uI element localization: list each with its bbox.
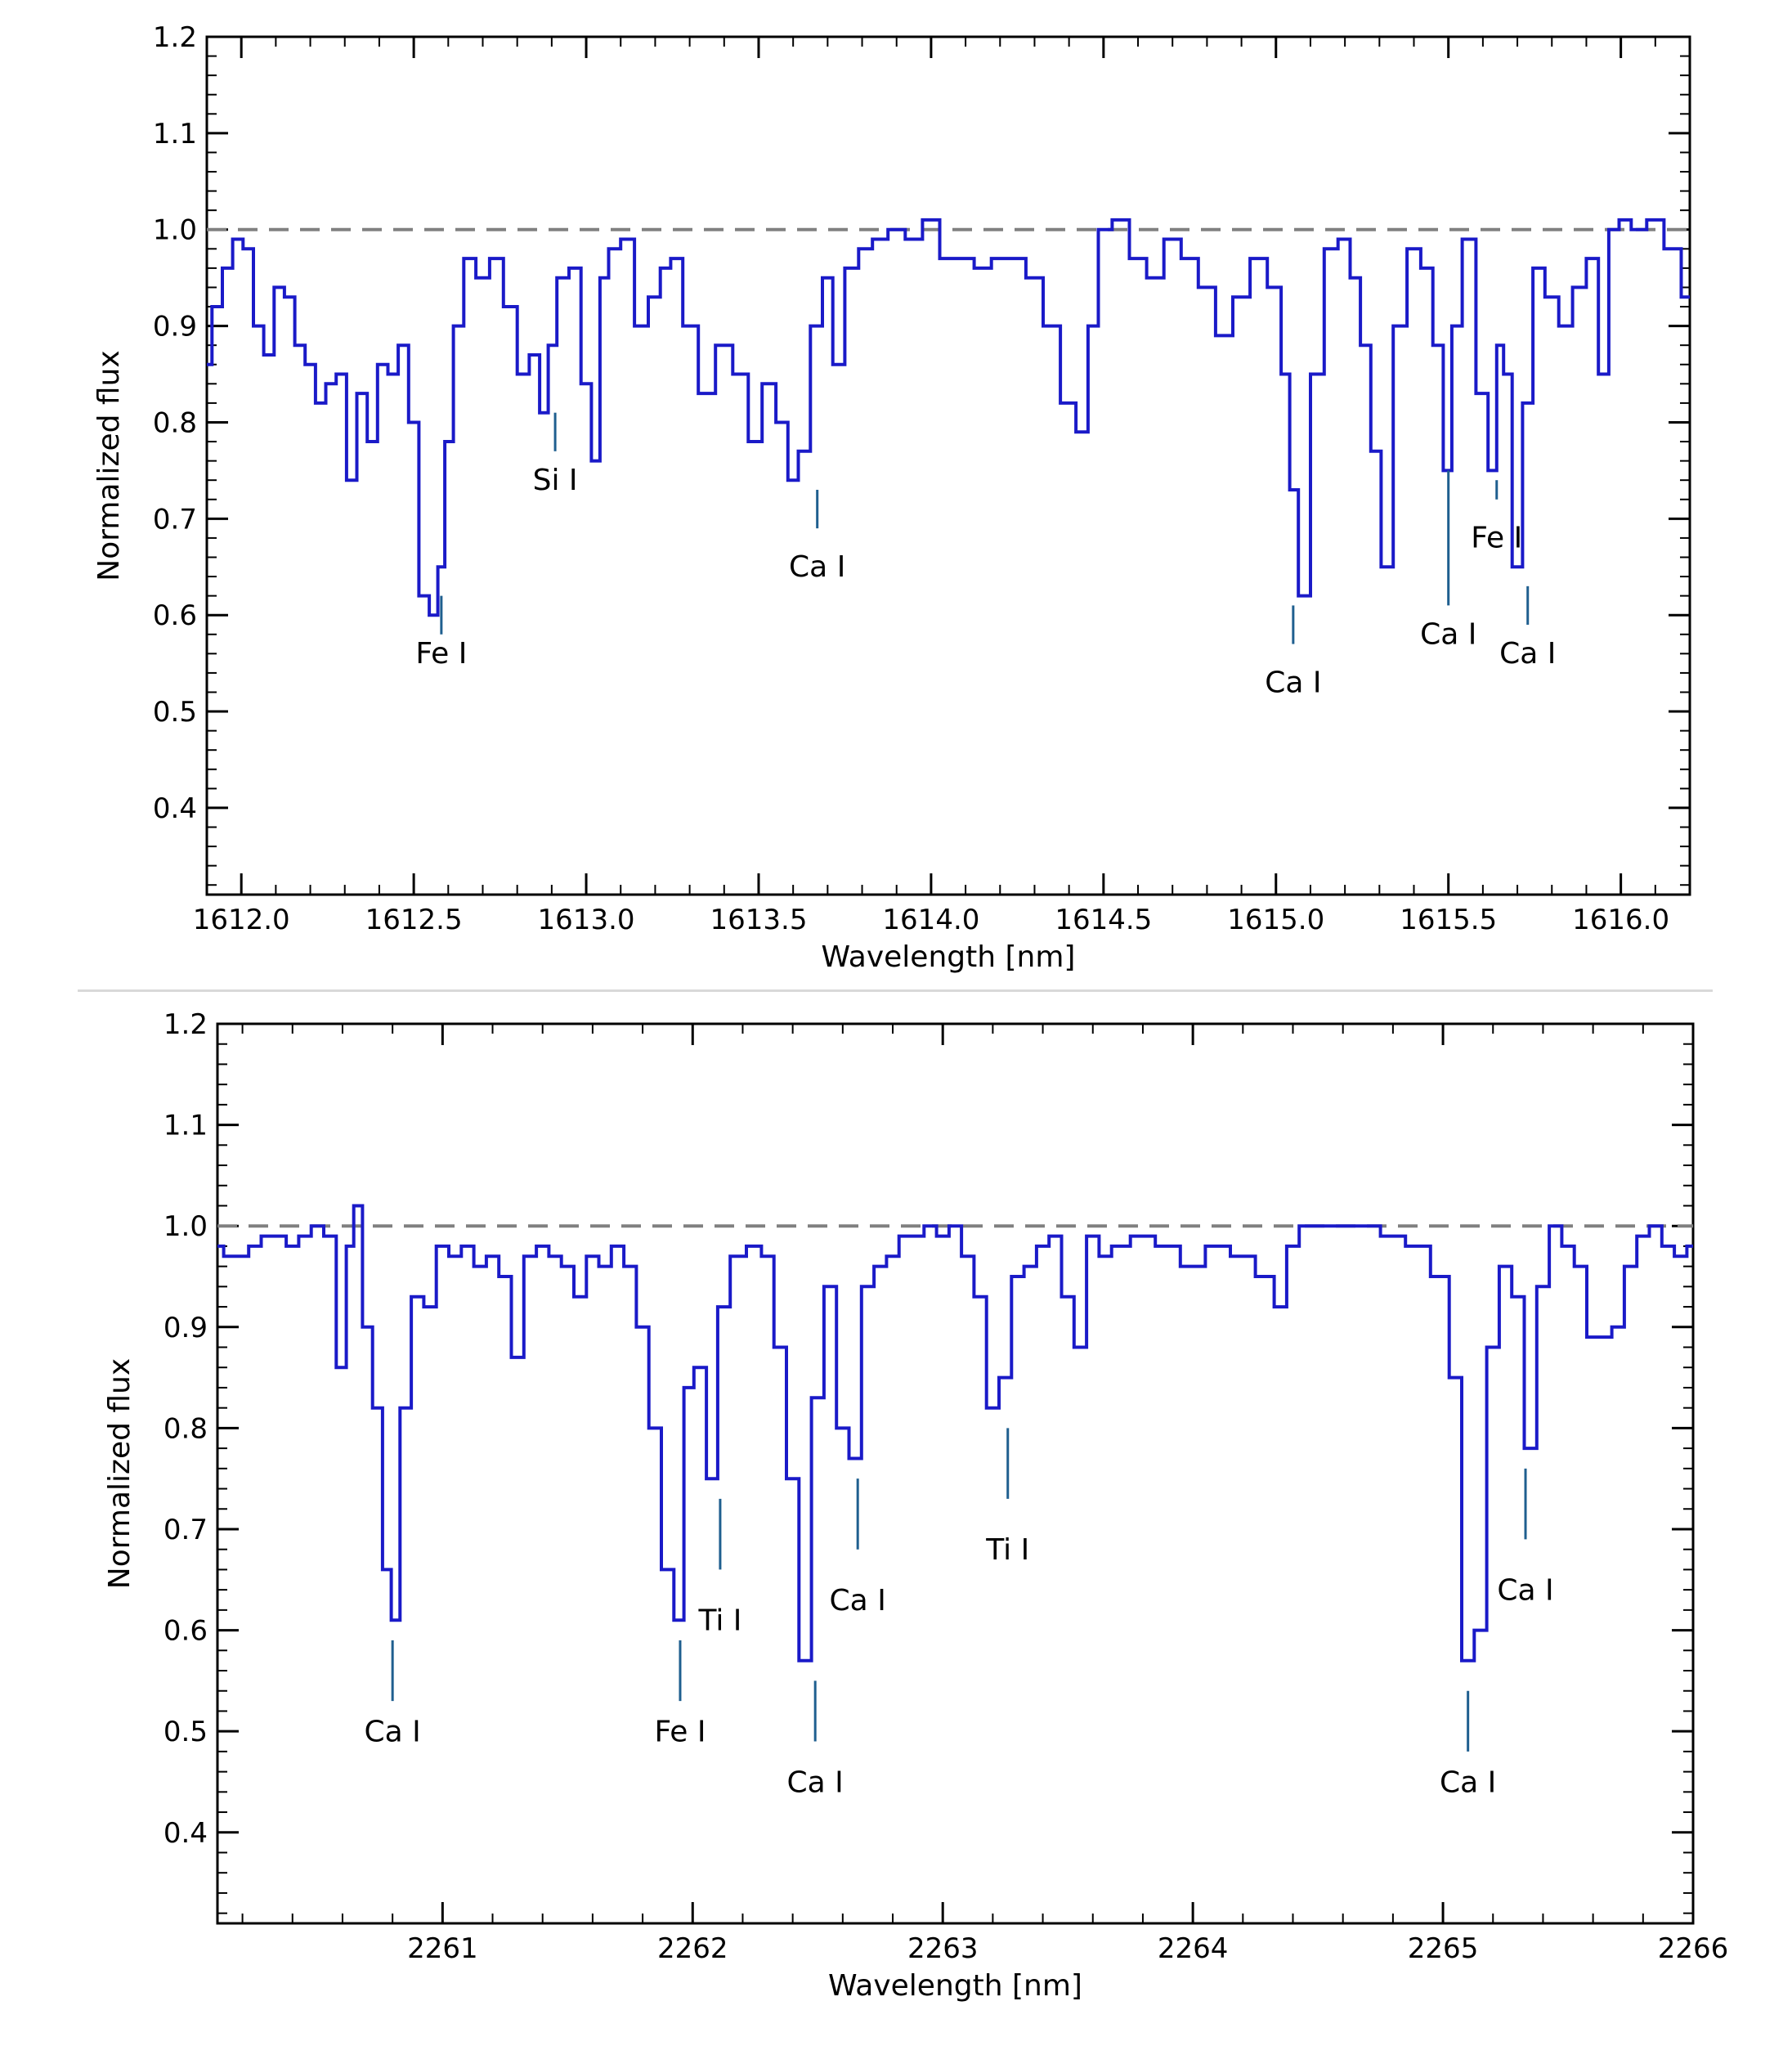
x-tick-label: 2264 <box>1158 1932 1229 1965</box>
spectrum-chart-1612nm: 1612.0 1612.5 1613.0 1613.5 1614.0 1614.5 1615… <box>92 21 1691 974</box>
y-tick-label: 1.2 <box>164 1008 208 1041</box>
panel-divider <box>78 989 1713 992</box>
y-tick-label: 0.9 <box>153 311 197 343</box>
line-id-label: Ca I <box>787 1766 844 1799</box>
plot-frame <box>216 1022 1695 1925</box>
line-id-label: Ca I <box>1440 1766 1496 1799</box>
line-id-label: Ca I <box>365 1716 421 1749</box>
line-id-label: Ti I <box>985 1533 1029 1567</box>
y-tick-label: 0.8 <box>164 1412 208 1445</box>
x-tick-label: 2261 <box>407 1932 478 1965</box>
x-axis-label: Wavelength [nm] <box>822 940 1076 974</box>
y-tick-label: 0.6 <box>164 1615 208 1648</box>
y-tick-label: 0.7 <box>164 1514 208 1546</box>
y-tick-label: 0.4 <box>164 1817 208 1850</box>
x-tick-label: 1614.5 <box>1055 904 1152 936</box>
y-tick-label: 0.6 <box>153 599 197 632</box>
x-tick-label: 2265 <box>1408 1932 1479 1965</box>
line-id-label: Fe I <box>1471 522 1522 555</box>
spectrum-line <box>207 218 1690 617</box>
line-id-label: Ca I <box>830 1584 886 1618</box>
line-id-label: Ca I <box>1497 1573 1553 1607</box>
y-tick-label: 1.0 <box>164 1210 208 1243</box>
line-id-label: Ti I <box>697 1604 741 1638</box>
x-tick-label: 2263 <box>907 1932 979 1965</box>
y-tick-label: 1.2 <box>153 21 197 54</box>
line-id-label: Fe I <box>415 637 467 671</box>
spectrum-chart-2262nm: 2261 2262 2263 2264 2265 2266 0.4 0.5 0.6 0.7 0.8 0… <box>103 1008 1729 2003</box>
line-id-label: Ca I <box>789 550 845 584</box>
line-id-label: Si I <box>533 464 578 497</box>
spectrum-line <box>217 1204 1693 1662</box>
x-tick-label: 1613.0 <box>538 904 635 936</box>
y-tick-label: 1.1 <box>164 1110 208 1142</box>
line-id-label: Ca I <box>1265 666 1321 699</box>
y-tick-label: 1.0 <box>153 214 197 247</box>
x-tick-label: 1612.0 <box>193 904 290 936</box>
line-id-label: Ca I <box>1420 618 1476 652</box>
y-tick-label: 0.4 <box>153 792 197 825</box>
line-id-label: Ca I <box>1499 637 1556 671</box>
y-tick-label: 1.1 <box>153 118 197 150</box>
x-tick-label: 2266 <box>1658 1932 1729 1965</box>
y-tick-label: 0.5 <box>153 696 197 729</box>
x-tick-label: 1616.0 <box>1572 904 1669 936</box>
y-axis-label: Normalized flux <box>103 1358 137 1589</box>
y-tick-label: 0.8 <box>153 406 197 439</box>
x-tick-label: 1612.5 <box>365 904 463 936</box>
x-tick-label: 1614.0 <box>882 904 979 936</box>
y-tick-label: 0.7 <box>153 503 197 536</box>
y-tick-label: 0.5 <box>164 1716 208 1748</box>
x-tick-label: 1613.5 <box>710 904 807 936</box>
x-tick-label: 2262 <box>657 1932 728 1965</box>
x-axis-label: Wavelength [nm] <box>828 1969 1082 2003</box>
y-axis-label: Normalized flux <box>92 350 126 581</box>
line-id-label: Fe I <box>654 1716 706 1749</box>
plot-frame <box>205 35 1691 896</box>
y-tick-label: 0.9 <box>164 1312 208 1344</box>
x-tick-label: 1615.0 <box>1227 904 1324 936</box>
x-tick-label: 1615.5 <box>1400 904 1497 936</box>
